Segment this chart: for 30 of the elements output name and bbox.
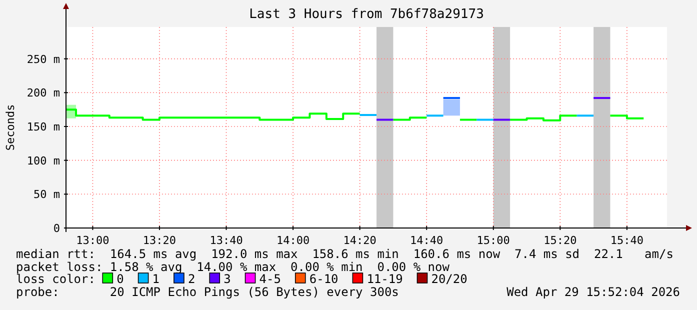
legend-title: loss color: xyxy=(16,272,96,286)
y-tick-label: 200 m xyxy=(26,86,60,100)
y-tick-label: 150 m xyxy=(26,120,60,134)
legend-label: 4-5 xyxy=(259,272,281,286)
text: packet loss: 1.58 % avg 14.00 % max 0.00 % min 0.00 % now xyxy=(16,260,450,274)
legend-label: 2 xyxy=(188,272,196,286)
text: median rtt: 164.5 ms avg 192.0 ms max 158.6 ms min 160.6 ms now 7.4 ms sd 22.1 am/s xyxy=(16,247,674,261)
chart-title: Last 3 Hours from 7b6f78a29173 xyxy=(249,7,484,22)
x-tick-label: 14:00 xyxy=(276,234,310,247)
legend-label: 11-19 xyxy=(366,272,403,286)
legend-label: 1 xyxy=(152,272,160,286)
y-axis-title: Seconds xyxy=(4,104,17,151)
legend-label: 20/20 xyxy=(431,272,468,286)
legend-label: 6-10 xyxy=(309,272,338,286)
x-tick-label: 15:00 xyxy=(476,234,510,247)
x-tick-label: 15:40 xyxy=(610,234,644,247)
y-tick-label: 100 m xyxy=(26,154,60,168)
y-tick-label: 0 xyxy=(53,222,60,235)
x-tick-label: 13:20 xyxy=(142,234,176,247)
text: probe: 20 ICMP Echo Pings (56 Bytes) every 300s xyxy=(16,285,399,299)
x-tick-label: 14:20 xyxy=(343,234,376,247)
x-tick-label: 14:40 xyxy=(410,234,444,247)
x-tick-label: 15:20 xyxy=(544,234,577,247)
y-tick-label: 250 m xyxy=(26,52,60,66)
legend-label: 0 xyxy=(116,272,124,286)
x-tick-label: 13:00 xyxy=(76,234,110,247)
legend-label: 3 xyxy=(224,272,231,286)
x-tick-label: 13:40 xyxy=(210,234,243,247)
y-tick-label: 50 m xyxy=(34,188,60,202)
text: Wed Apr 29 15:52:04 2026 xyxy=(506,285,680,299)
